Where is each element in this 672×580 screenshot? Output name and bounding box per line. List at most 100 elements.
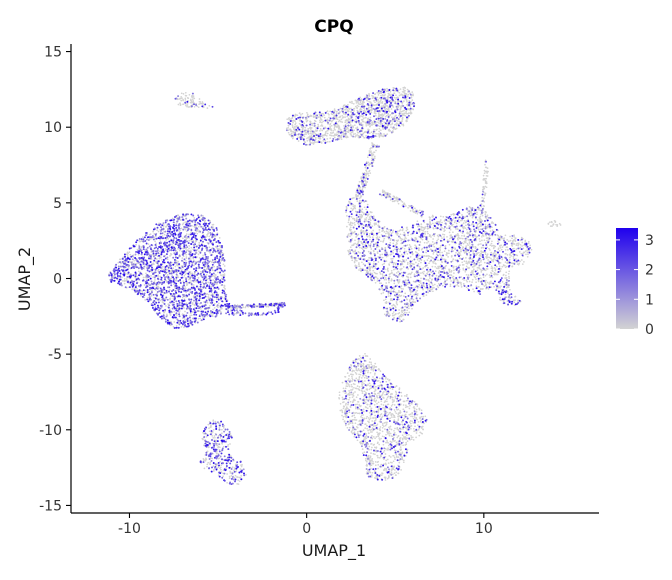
cell-point	[203, 220, 206, 223]
cell-point	[399, 233, 402, 236]
cell-point	[390, 298, 393, 300]
cell-point	[353, 386, 355, 389]
cell-point	[395, 441, 398, 444]
cell-point	[159, 299, 162, 302]
cell-point	[375, 109, 378, 111]
cell-point	[452, 277, 455, 280]
cell-point	[480, 224, 483, 227]
cell-point	[415, 238, 417, 241]
cell-point	[169, 314, 172, 316]
cell-point	[513, 234, 515, 237]
cell-point	[374, 93, 377, 95]
cell-point	[124, 261, 127, 263]
cell-point	[335, 123, 337, 126]
cell-point	[385, 398, 388, 401]
cell-point	[145, 266, 148, 269]
cell-point	[364, 269, 366, 272]
cell-point	[366, 245, 369, 248]
cell-point	[527, 240, 530, 243]
cell-point	[286, 118, 289, 121]
cell-point	[484, 242, 487, 244]
cell-point	[377, 261, 380, 263]
cell-point	[439, 219, 442, 221]
cell-point	[459, 254, 462, 256]
cell-point	[399, 111, 401, 113]
cell-point	[383, 231, 386, 233]
cell-point	[353, 250, 355, 253]
cell-point	[381, 435, 384, 438]
cell-point	[287, 131, 290, 134]
cell-point	[353, 260, 356, 263]
cell-point	[419, 228, 422, 231]
cell-point	[350, 216, 353, 218]
cell-point	[489, 244, 492, 247]
cell-point	[347, 118, 349, 121]
cell-point	[502, 264, 505, 266]
cell-point	[206, 107, 209, 109]
cell-point	[521, 245, 523, 247]
cell-point	[136, 248, 139, 251]
cell-point	[518, 262, 520, 265]
cell-point	[401, 102, 404, 104]
cell-point	[427, 270, 430, 273]
cell-point	[177, 248, 179, 250]
cell-point	[381, 105, 383, 108]
cell-point	[340, 128, 342, 131]
cell-point	[491, 226, 493, 229]
cell-point	[476, 225, 478, 228]
cell-point	[363, 232, 366, 235]
cell-point	[367, 218, 370, 221]
cell-point	[431, 241, 434, 243]
cell-point	[217, 297, 220, 299]
cell-point	[441, 221, 443, 224]
cell-point	[373, 222, 376, 225]
cell-point	[368, 256, 370, 259]
cell-point	[406, 100, 408, 103]
cell-point	[396, 292, 399, 294]
cell-point	[398, 312, 401, 314]
cell-point	[417, 424, 419, 427]
cell-point	[514, 240, 517, 243]
cell-point	[371, 435, 373, 437]
cell-point	[194, 239, 197, 242]
cell-point	[148, 233, 151, 236]
cell-point	[349, 250, 352, 253]
cell-point	[385, 255, 388, 258]
cell-point	[376, 454, 379, 457]
cell-point	[492, 259, 495, 261]
cell-point	[415, 436, 417, 439]
cell-point	[480, 261, 482, 263]
cell-point	[444, 265, 447, 268]
cell-point	[436, 285, 439, 287]
cell-point	[143, 267, 145, 270]
cell-point	[358, 116, 361, 118]
cell-point	[432, 253, 435, 255]
cell-point	[462, 263, 465, 266]
cell-point	[185, 236, 187, 239]
cell-point	[497, 285, 500, 288]
cell-point	[390, 123, 392, 126]
cell-point	[202, 226, 204, 228]
cell-point	[185, 256, 188, 258]
cell-point	[378, 394, 381, 397]
cell-point	[336, 125, 339, 127]
cell-point	[378, 220, 381, 223]
cell-point	[190, 314, 193, 317]
cell-point	[147, 243, 150, 245]
cell-point	[474, 245, 477, 248]
cell-point	[443, 258, 445, 261]
cell-point	[353, 197, 355, 199]
cell-point	[394, 248, 396, 250]
cell-point	[293, 129, 296, 131]
cell-point	[368, 259, 370, 262]
cell-point	[376, 121, 378, 123]
cell-point	[319, 140, 322, 143]
cell-point	[480, 246, 483, 249]
cell-point	[360, 234, 363, 236]
cell-point	[501, 246, 504, 248]
cell-point	[452, 240, 455, 242]
cell-point	[368, 262, 371, 264]
cell-point	[458, 252, 461, 254]
cell-point	[144, 299, 147, 301]
cell-point	[397, 282, 400, 284]
